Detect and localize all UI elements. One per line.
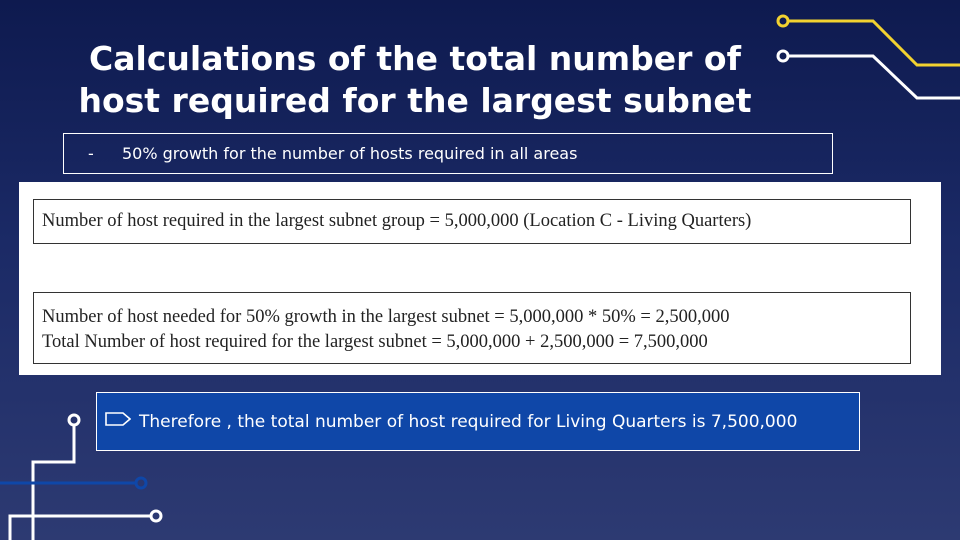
- conclusion-box: Therefore , the total number of host req…: [96, 392, 860, 451]
- circuit-line-white-bottom: [8, 509, 163, 540]
- slide-title: Calculations of the total number of host…: [78, 39, 752, 120]
- calculation-line-3: Total Number of host required for the la…: [42, 332, 708, 352]
- bullet-box: - 50% growth for the number of hosts req…: [63, 133, 833, 174]
- bullet-text: 50% growth for the number of hosts requi…: [122, 144, 578, 163]
- arrow-outline-icon: [105, 411, 132, 432]
- circuit-line-white-left: [31, 413, 81, 540]
- conclusion-text: Therefore , the total number of host req…: [139, 411, 798, 432]
- circuit-line-white-top: [776, 49, 960, 100]
- bullet-marker: -: [88, 144, 94, 163]
- circuit-line-yellow: [776, 14, 960, 67]
- calculation-box-largest-subnet: Number of host required in the largest s…: [33, 199, 911, 244]
- calculation-line-2: Number of host needed for 50% growth in …: [42, 307, 730, 327]
- calculation-panel: Number of host required in the largest s…: [19, 182, 941, 375]
- circuit-line-blue: [0, 476, 148, 490]
- calculation-box-growth: Number of host needed for 50% growth in …: [33, 292, 911, 364]
- calculation-line-1: Number of host required in the largest s…: [42, 211, 752, 231]
